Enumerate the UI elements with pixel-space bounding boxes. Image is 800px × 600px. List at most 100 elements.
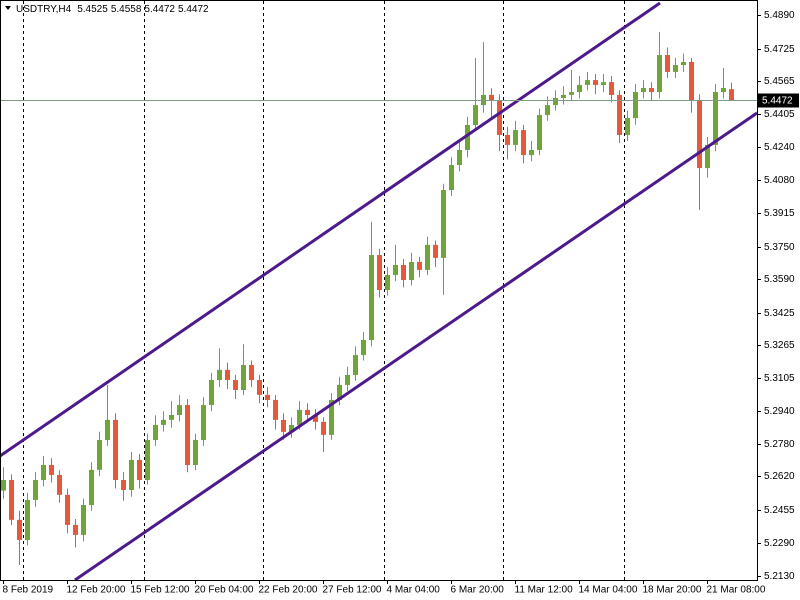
y-tick-label: 5.2455 <box>764 505 795 516</box>
chart-title: USDTRY,H4 <box>16 4 72 15</box>
candle-body <box>457 149 462 166</box>
candle-body <box>433 244 438 258</box>
menu-triangle[interactable] <box>5 6 11 10</box>
x-tick-label: 11 Mar 12:00 <box>515 585 574 596</box>
x-tick-label: 22 Feb 20:00 <box>259 585 318 596</box>
candle-body <box>481 94 486 106</box>
candle-body <box>17 519 22 540</box>
y-tick-label: 5.4565 <box>764 76 795 87</box>
candle-body <box>641 87 646 93</box>
candle-body <box>97 439 102 470</box>
candle-body <box>57 474 62 495</box>
candles <box>1 31 734 565</box>
candle-body <box>129 459 134 490</box>
candle-body <box>689 61 694 100</box>
candle-body <box>505 134 510 145</box>
candle-body <box>425 244 430 270</box>
x-tick-label: 4 Mar 04:00 <box>387 585 441 596</box>
candle-body <box>65 494 70 525</box>
x-tick-label: 12 Feb 20:00 <box>67 585 126 596</box>
candle-body <box>313 414 318 422</box>
candle-body <box>305 409 310 415</box>
candle-body <box>401 265 406 281</box>
candle-body <box>609 82 614 95</box>
candle-body <box>529 149 534 156</box>
candle-body <box>121 480 126 490</box>
y-tick-label: 5.2620 <box>764 471 795 482</box>
y-tick-label: 5.3750 <box>764 242 795 253</box>
candle-body <box>665 55 670 72</box>
candle-body <box>729 89 734 100</box>
period-separators <box>23 1 625 580</box>
candle-body <box>361 339 366 356</box>
candle-body <box>209 380 214 406</box>
candle-body <box>393 265 398 275</box>
candle-body <box>489 94 494 100</box>
candle-body <box>289 424 294 432</box>
candle-body <box>1 480 6 491</box>
candle-body <box>337 384 342 400</box>
y-tick-label: 5.4890 <box>764 10 795 21</box>
candle-body <box>369 255 374 340</box>
candle-body <box>321 421 326 435</box>
candle-body <box>89 469 94 506</box>
candle-body <box>225 369 230 381</box>
x-tick-label: 8 Feb 2019 <box>3 585 54 596</box>
candle-body <box>657 55 662 93</box>
chart-header: USDTRY,H4 5.4525 5.4558 5.4472 5.4472 <box>16 4 209 15</box>
candle-body <box>241 364 246 390</box>
y-tick-label: 5.4725 <box>764 44 795 55</box>
y-tick-label: 5.4080 <box>764 175 795 186</box>
channel-upper <box>1 1 661 458</box>
candle-body <box>697 99 702 169</box>
candle-body <box>721 87 726 93</box>
candle-body <box>513 130 518 145</box>
candle-body <box>49 464 54 475</box>
candle-body <box>545 105 550 116</box>
candle-body <box>345 374 350 385</box>
candle-body <box>137 459 142 481</box>
candle-body <box>185 405 190 465</box>
candle-body <box>473 105 478 125</box>
candle-body <box>649 87 654 93</box>
candle-body <box>329 399 334 435</box>
x-tick-label: 14 Mar 04:00 <box>579 585 638 596</box>
y-tick-label: 5.2780 <box>764 439 795 450</box>
candle-body <box>537 115 542 150</box>
y-tick-label: 5.3105 <box>764 373 795 384</box>
channel-lower <box>74 111 757 580</box>
candle-body <box>153 424 158 440</box>
header-low: 5.4472 <box>144 4 175 15</box>
candle-body <box>441 190 446 258</box>
candle-body <box>601 82 606 85</box>
header-open: 5.4525 <box>77 4 108 15</box>
candle-body <box>25 499 30 540</box>
candle-body <box>553 97 558 106</box>
x-tick-label: 18 Mar 20:00 <box>643 585 702 596</box>
candle-body <box>113 419 118 481</box>
channel <box>1 1 757 580</box>
candle-body <box>417 261 422 270</box>
candle-body <box>169 414 174 420</box>
candle-body <box>201 405 206 440</box>
candle-body <box>585 80 590 85</box>
candle-body <box>249 364 254 381</box>
y-tick-label: 5.2290 <box>764 538 795 549</box>
candle-body <box>273 399 278 420</box>
x-tick-label: 20 Feb 04:00 <box>195 585 254 596</box>
price-label-box <box>758 93 799 108</box>
candle-body <box>81 505 86 535</box>
candle-body <box>465 124 470 150</box>
candle-body <box>681 61 686 66</box>
candle-body <box>593 80 598 85</box>
candle-body <box>161 419 166 425</box>
plot-frame <box>0 0 758 581</box>
y-tick-label: 5.4405 <box>764 109 795 120</box>
candle-body <box>105 419 110 440</box>
x-tick-label: 27 Feb 12:00 <box>323 585 382 596</box>
candle-body <box>705 144 710 169</box>
candle-body <box>385 274 390 290</box>
candle-body <box>297 409 302 425</box>
